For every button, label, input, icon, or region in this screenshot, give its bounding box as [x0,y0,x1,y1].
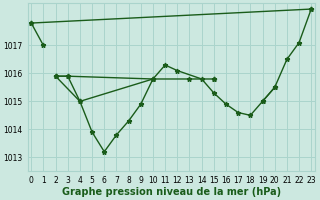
X-axis label: Graphe pression niveau de la mer (hPa): Graphe pression niveau de la mer (hPa) [62,187,281,197]
